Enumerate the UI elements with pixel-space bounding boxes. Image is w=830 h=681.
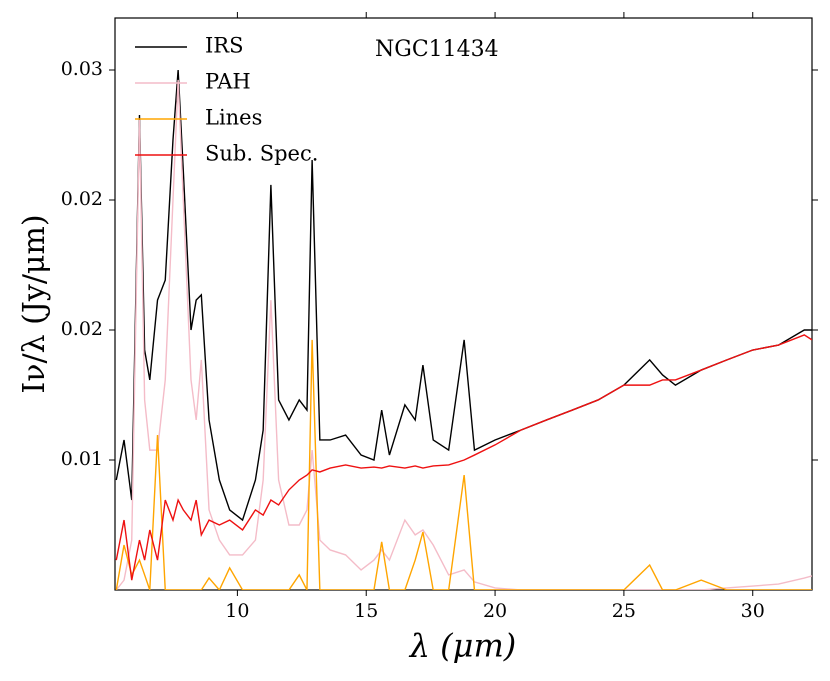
legend-label: IRS — [205, 34, 244, 58]
plot-frame — [114, 17, 813, 591]
x-axis-label: λ (μm) — [408, 627, 517, 665]
y-tick-label: 0.02 — [61, 188, 103, 210]
series-line — [115, 334, 812, 581]
legend-label: Sub. Spec. — [205, 142, 318, 166]
x-tick-label: 30 — [741, 600, 765, 622]
chart-title: NGC11434 — [375, 37, 499, 62]
series-line — [115, 79, 812, 590]
legend-label: PAH — [205, 70, 251, 94]
legend-label: Lines — [205, 106, 262, 130]
y-tick-label: 0.02 — [61, 318, 103, 340]
x-tick-label: 20 — [483, 600, 507, 622]
x-tick-label: 25 — [612, 600, 636, 622]
x-tick-label: 15 — [354, 600, 378, 622]
series-line — [115, 69, 812, 522]
series-line — [115, 339, 812, 590]
x-tick-label: 10 — [225, 600, 249, 622]
y-tick-label: 0.01 — [61, 448, 103, 470]
y-axis-label: Iν/λ (Jy/μm) — [17, 214, 52, 393]
y-tick-label: 0.03 — [61, 58, 103, 80]
